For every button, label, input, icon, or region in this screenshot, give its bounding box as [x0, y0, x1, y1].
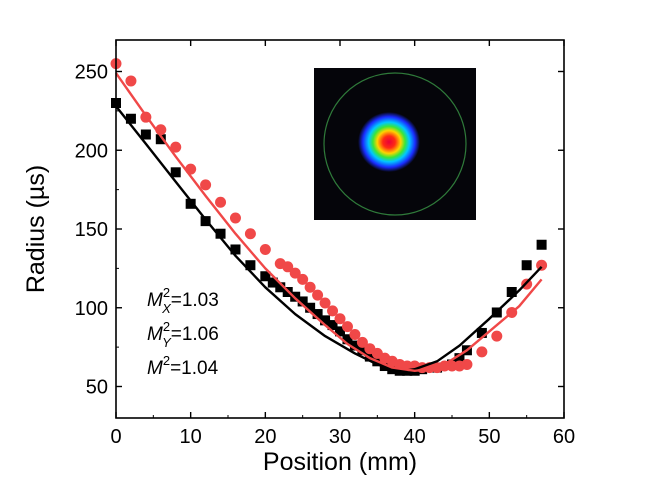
data-point	[229, 212, 241, 224]
data-point	[319, 297, 331, 309]
data-point	[185, 198, 196, 209]
aperture-ring	[323, 72, 467, 216]
axes: 0 10 20 30 40 50 60 50 100 150 200 250 Position (mm)…	[22, 39, 575, 476]
data-point	[245, 260, 256, 271]
m-squared-1: M2 X=1.03	[147, 285, 219, 316]
m-squared-2: M2 Y=1.06	[147, 319, 219, 350]
data-point	[491, 330, 503, 342]
data-point	[289, 267, 301, 279]
y-tick-label: 200	[75, 140, 108, 162]
annotation-text: M2 X=1.03	[147, 285, 219, 316]
annotation-text: M2=1.04	[147, 353, 219, 379]
x-tick-label: 50	[478, 426, 500, 448]
data-point	[312, 309, 323, 320]
data-point	[476, 327, 487, 338]
annotation-text: M2 Y=1.06	[147, 319, 219, 350]
data-point	[215, 196, 227, 208]
data-point	[297, 273, 309, 285]
data-point	[282, 261, 294, 273]
data-point	[125, 75, 137, 87]
data-point	[155, 134, 166, 145]
data-point	[312, 289, 324, 301]
y-tick-label: 150	[75, 219, 108, 241]
data-point	[275, 282, 286, 293]
data-point	[349, 329, 361, 341]
x-tick-label: 0	[110, 426, 121, 448]
data-point	[461, 358, 473, 370]
data-point	[259, 243, 271, 255]
data-point	[476, 346, 488, 358]
data-point	[454, 353, 465, 364]
y-tick-label: 250	[75, 62, 108, 84]
beam-spot	[358, 112, 420, 172]
m-squared-3: M2=1.04	[147, 353, 219, 379]
data-point	[230, 244, 241, 255]
x-tick-label: 60	[553, 426, 575, 448]
y-tick-label: 100	[75, 298, 108, 320]
x-tick-label: 30	[329, 426, 351, 448]
data-point	[304, 281, 316, 293]
data-point	[140, 129, 151, 140]
data-point	[320, 315, 331, 326]
data-point	[170, 167, 181, 178]
y-axis-title: Radius (µs)	[22, 165, 50, 293]
data-point	[297, 296, 308, 307]
x-axis-title: Position (mm)	[263, 448, 417, 476]
data-point	[342, 334, 353, 345]
plot-area	[110, 58, 548, 376]
data-point	[267, 277, 278, 288]
data-point	[125, 113, 136, 124]
data-point	[536, 239, 547, 250]
data-point	[536, 259, 548, 271]
data-point	[215, 228, 226, 239]
data-point	[260, 271, 271, 282]
data-point	[341, 321, 353, 333]
data-point	[506, 287, 517, 297]
data-point	[327, 320, 338, 331]
x-tick-label: 40	[404, 426, 426, 448]
data-point	[356, 336, 368, 348]
x-tick-label: 20	[254, 426, 276, 448]
data-point	[200, 179, 212, 191]
data-point	[334, 313, 346, 325]
data-point	[357, 345, 368, 356]
x-tick-label: 10	[180, 426, 202, 448]
data-point	[521, 260, 532, 271]
y-tick-label: 50	[86, 377, 108, 399]
data-point	[364, 351, 375, 362]
fit-curve-0	[115, 105, 543, 372]
data-point	[349, 340, 360, 351]
data-point	[305, 302, 316, 313]
data-point	[244, 228, 256, 240]
data-point	[335, 326, 345, 337]
data-point	[170, 141, 182, 153]
data-point	[327, 305, 339, 317]
beam-profile-inset	[314, 68, 476, 220]
fit-curve-1	[115, 72, 543, 372]
